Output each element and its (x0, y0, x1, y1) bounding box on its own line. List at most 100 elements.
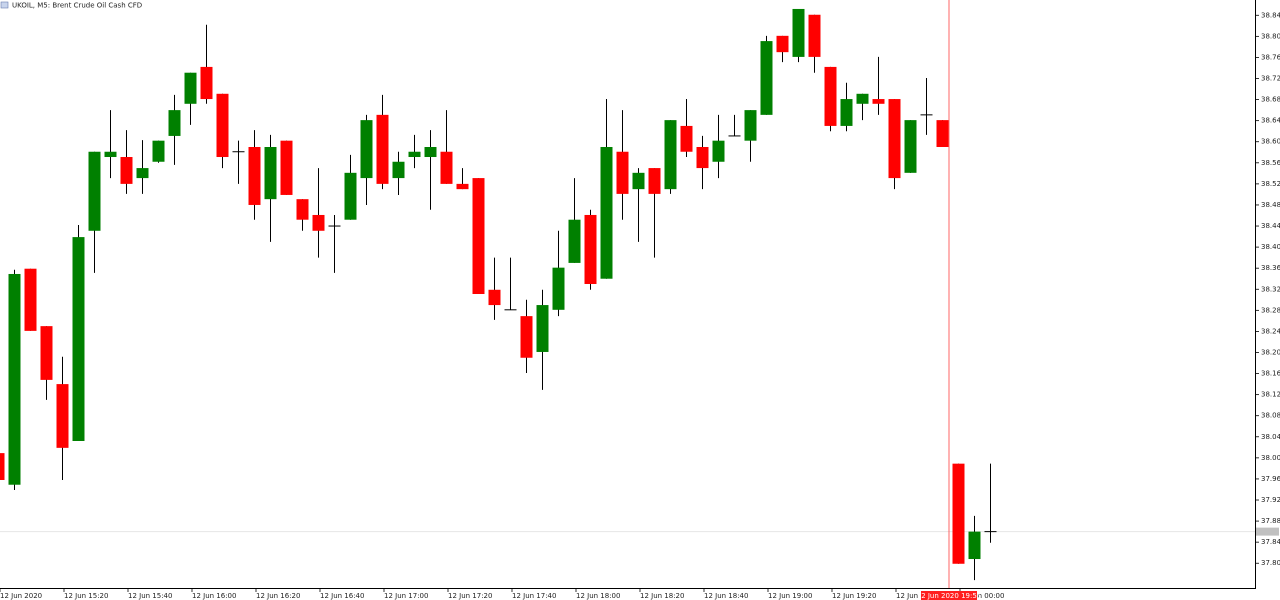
candle-body (216, 93, 229, 158)
candle-body (776, 35, 789, 53)
y-tick-label: 37.84 (1261, 538, 1280, 546)
candle-body (472, 178, 485, 294)
candle-body (840, 99, 853, 126)
candle-body (968, 531, 981, 560)
x-tick-label: 12 Jun 19:20 (832, 592, 876, 600)
x-tick-label: 12 Jun 18:40 (704, 592, 748, 600)
candle-body (536, 305, 549, 352)
candle-body (0, 453, 5, 480)
candle-body (888, 99, 901, 179)
y-tick-label: 38.68 (1261, 96, 1280, 104)
candle-body (8, 273, 21, 485)
candle-body (456, 183, 469, 190)
candle-body (568, 219, 581, 263)
candle-body (824, 66, 837, 126)
y-tick-label: 38.36 (1261, 264, 1280, 272)
candle-body (792, 8, 805, 57)
y-tick-label: 37.88 (1261, 517, 1280, 525)
y-tick-label: 37.92 (1261, 496, 1280, 504)
x-tick-label: 12 Jun 15:40 (128, 592, 172, 600)
x-tick-label: 12 Jun 18:20 (640, 592, 684, 600)
candle-body (24, 268, 37, 331)
y-tick-label: 38.32 (1261, 285, 1280, 293)
candle-body (648, 168, 661, 194)
candle-body (872, 99, 885, 104)
x-tick-label: 12 Jun 17:40 (512, 592, 556, 600)
candle-body (408, 151, 421, 158)
candle-body (136, 168, 149, 179)
y-tick-label: 38.56 (1261, 159, 1280, 167)
candle-body (696, 147, 709, 169)
y-tick-label: 37.80 (1261, 559, 1280, 567)
candle-body (120, 157, 133, 184)
candle-body (424, 147, 437, 158)
y-tick-label: 38.00 (1261, 454, 1280, 462)
x-tick-label: 12 Jun 2020 (0, 592, 42, 600)
candle-body (168, 110, 181, 136)
candle-body (600, 147, 613, 279)
x-tick-label: 12 Jun 18:00 (576, 592, 620, 600)
candle-body (488, 289, 501, 306)
y-tick-label: 38.52 (1261, 180, 1280, 188)
x-tick-label: 12 Jun 19:00 (768, 592, 812, 600)
price-label-box (1256, 527, 1279, 536)
y-tick-label: 38.80 (1261, 32, 1280, 40)
candle-body (40, 326, 53, 380)
candle-body (760, 41, 773, 115)
candle-body (88, 151, 101, 231)
y-tick-label: 38.24 (1261, 327, 1280, 335)
candle-body (936, 120, 949, 147)
candle-body (584, 214, 597, 284)
candle-body (312, 214, 325, 231)
candle-body (744, 110, 757, 141)
candle-body (200, 66, 213, 100)
y-tick-label: 38.48 (1261, 201, 1280, 209)
y-tick-label: 38.04 (1261, 433, 1280, 441)
candle-body (344, 172, 357, 220)
candle-body (392, 161, 405, 179)
y-tick-label: 38.64 (1261, 117, 1280, 125)
candle-body (72, 237, 85, 441)
candle-body (664, 120, 677, 190)
x-tick-label: 12 Jun 17:20 (448, 592, 492, 600)
candle-body (520, 316, 533, 358)
y-tick-label: 37.96 (1261, 475, 1280, 483)
x-tick-label: 12 Jun 19:40 (896, 592, 940, 600)
candle-body (280, 140, 293, 195)
candle-body (856, 93, 869, 104)
candle-body (376, 114, 389, 184)
crosshair-label-box (921, 591, 977, 600)
candle-body (680, 125, 693, 152)
candle-body (184, 72, 197, 104)
y-tick-label: 38.84 (1261, 11, 1280, 19)
chart-icon (0, 1, 9, 9)
candle-body (56, 384, 69, 448)
candle-body (360, 120, 373, 179)
y-tick-label: 38.08 (1261, 412, 1280, 420)
candle-body (712, 140, 725, 162)
candle-body (248, 147, 261, 205)
y-tick-label: 38.44 (1261, 222, 1280, 230)
candle-body (632, 172, 645, 190)
x-tick-label: 12 Jun 15:20 (64, 592, 108, 600)
candle-body (904, 120, 917, 173)
candle-body (152, 140, 165, 162)
crosshair-label: 12 Jun 2020 19:55 (917, 592, 982, 600)
y-tick-label: 38.28 (1261, 306, 1280, 314)
y-tick-label: 38.40 (1261, 243, 1280, 251)
chart-title: UKOIL, M5: Brent Crude Oil Cash CFD (12, 2, 142, 10)
y-tick-label: 38.76 (1261, 53, 1280, 61)
candle-body (296, 199, 309, 220)
candle-body (616, 151, 629, 194)
y-tick-label: 38.20 (1261, 348, 1280, 356)
x-tick-label: 12 Jun 16:00 (192, 592, 236, 600)
candle-body (552, 267, 565, 310)
y-tick-label: 38.60 (1261, 138, 1280, 146)
candle-body (440, 151, 453, 184)
x-tick-label: 12 Jun 16:20 (256, 592, 300, 600)
x-tick-label: 12 Jun 17:00 (384, 592, 428, 600)
y-tick-label: 38.12 (1261, 391, 1280, 399)
